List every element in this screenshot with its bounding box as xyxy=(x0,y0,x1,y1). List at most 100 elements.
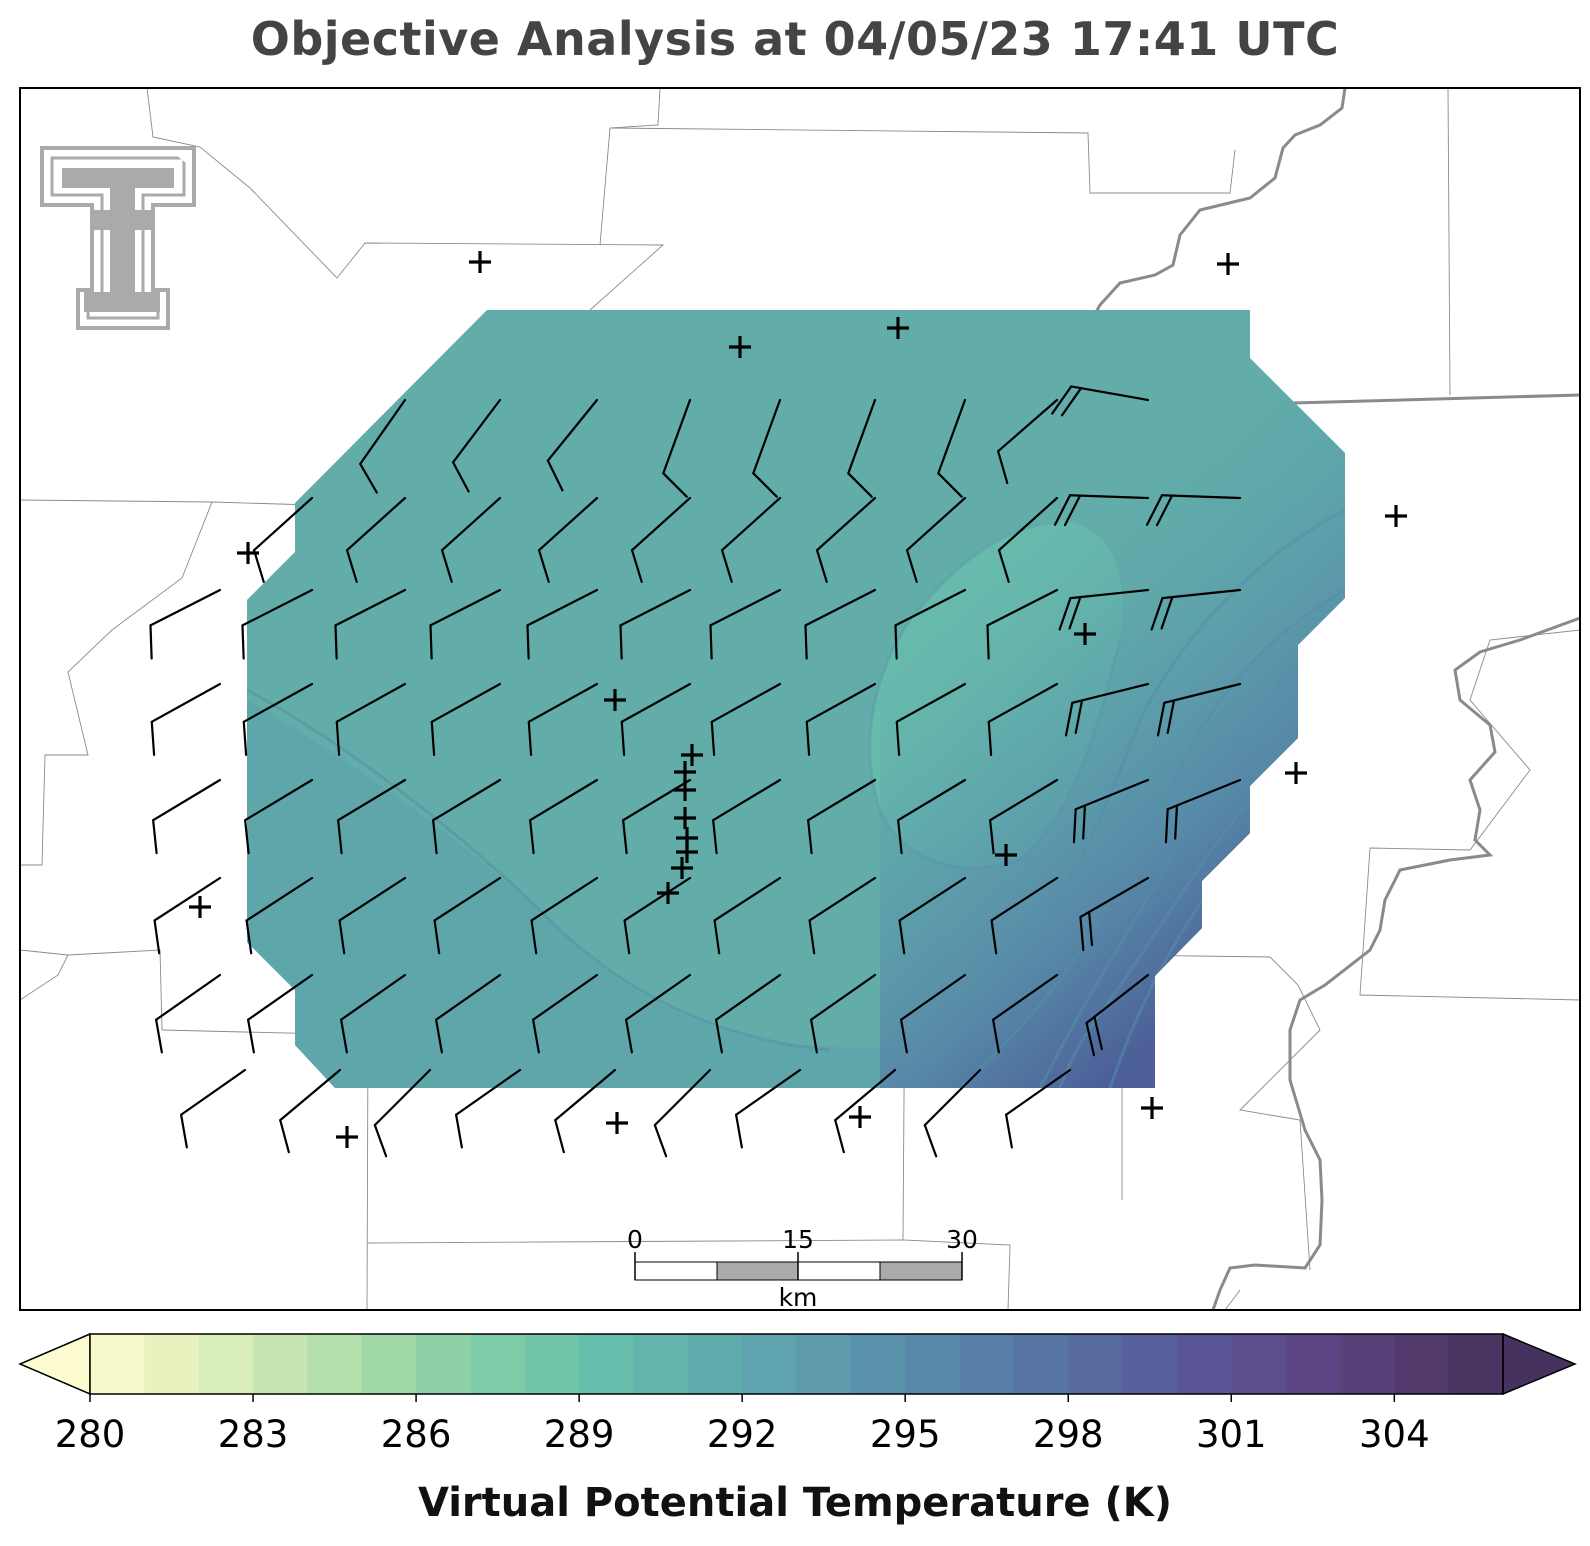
colorbar-extend-low xyxy=(18,1332,91,1396)
wind-barb xyxy=(338,876,407,955)
colorbar-bin xyxy=(687,1334,743,1394)
colorbar-bin xyxy=(1122,1334,1178,1394)
wind-barb xyxy=(807,778,877,855)
cool-band-west xyxy=(247,700,900,1088)
wind-barb xyxy=(373,1068,432,1158)
station-marker xyxy=(681,744,703,766)
wind-barb xyxy=(997,398,1059,485)
station-marker xyxy=(606,1112,628,1134)
colorbar-bin xyxy=(361,1334,417,1394)
colorbar-bin xyxy=(307,1334,363,1394)
wind-barb xyxy=(905,496,967,583)
wind-barb xyxy=(1079,876,1150,952)
wind-barb xyxy=(923,1068,982,1158)
colorbar-bin xyxy=(524,1334,580,1394)
wind-barb xyxy=(713,876,782,955)
colorbar-bin xyxy=(742,1334,798,1394)
wind-barb xyxy=(653,1068,712,1158)
wind-barb xyxy=(245,876,314,955)
station-marker xyxy=(604,689,626,711)
wind-barb xyxy=(808,876,877,955)
colorbar-bin xyxy=(90,1334,145,1394)
wind-barb xyxy=(241,588,314,660)
colorbar-bin xyxy=(1013,1334,1069,1394)
wind-barb xyxy=(735,1068,802,1149)
wind-barb xyxy=(537,496,599,583)
wind-barb xyxy=(987,682,1059,756)
scale-tick-15: 15 xyxy=(782,1225,814,1254)
virtual-potential-temperature-field xyxy=(247,310,1345,1088)
wind-barb xyxy=(335,682,407,756)
station-markers xyxy=(189,251,1407,1148)
wind-barb xyxy=(1072,778,1150,844)
wind-barb xyxy=(894,588,967,660)
wind-barb xyxy=(451,398,502,493)
colorbar-tick-label: 298 xyxy=(1033,1413,1104,1456)
wind-barb xyxy=(530,876,599,955)
wind-barb xyxy=(990,876,1059,955)
wind-barb xyxy=(152,778,222,855)
wind-barb xyxy=(710,682,782,756)
colorbar-bin xyxy=(144,1334,200,1394)
station-marker xyxy=(1217,253,1239,275)
colorbar-bin xyxy=(796,1334,852,1394)
colorbar-bin xyxy=(959,1334,1015,1394)
wind-barb xyxy=(526,588,599,660)
wind-barb xyxy=(804,588,877,660)
map-title: Objective Analysis at 04/05/23 17:41 UTC xyxy=(250,12,1340,66)
colorbar-bin xyxy=(579,1334,635,1394)
contour-lines xyxy=(247,508,1345,1088)
wind-barb xyxy=(619,588,692,660)
station-marker xyxy=(1385,505,1407,527)
wind-barb xyxy=(622,778,692,855)
colorbar-bin xyxy=(905,1334,961,1394)
wind-barb xyxy=(279,1068,342,1154)
wind-barb xyxy=(897,778,967,855)
colorbar-tick-label: 289 xyxy=(544,1413,615,1456)
station-marker xyxy=(469,251,491,273)
wind-barbs xyxy=(149,385,1242,1158)
colorbar-bin xyxy=(1231,1334,1287,1394)
wind-barb xyxy=(432,778,502,855)
colorbar-tick-label: 280 xyxy=(55,1413,126,1456)
wind-barb xyxy=(1145,494,1242,527)
wind-barb xyxy=(345,496,407,583)
station-marker xyxy=(189,896,211,918)
wind-barb xyxy=(252,496,314,583)
station-marker xyxy=(1074,623,1096,645)
wind-barb xyxy=(337,778,407,855)
wind-barb xyxy=(150,682,222,756)
wind-barb xyxy=(1164,778,1242,844)
wind-barb xyxy=(895,682,967,756)
wind-barb xyxy=(433,876,502,955)
wind-barb xyxy=(440,496,502,583)
station-marker xyxy=(729,336,751,358)
colorbar-tick-label: 301 xyxy=(1196,1413,1267,1456)
wind-barb xyxy=(155,973,222,1054)
wind-barb xyxy=(834,1068,897,1154)
wind-barb xyxy=(815,496,877,583)
station-marker xyxy=(237,542,259,564)
wind-barb xyxy=(1051,385,1150,417)
wind-barb xyxy=(180,1068,247,1149)
map-frame xyxy=(19,87,1581,1311)
colorbar-bin xyxy=(416,1334,472,1394)
station-marker xyxy=(674,807,696,829)
wind-barb xyxy=(620,682,692,756)
wind-barb xyxy=(752,398,782,498)
colorbar-tick-label: 283 xyxy=(218,1413,289,1456)
wind-barb xyxy=(997,496,1059,583)
colorbar-bin xyxy=(470,1334,526,1394)
wind-barb xyxy=(1156,682,1242,737)
wind-barb xyxy=(149,588,222,660)
wind-barb xyxy=(662,398,692,498)
colorbar-bin xyxy=(1394,1334,1450,1394)
station-marker xyxy=(995,844,1017,866)
station-marker xyxy=(674,779,696,801)
wind-barb xyxy=(1053,494,1150,527)
scale-bar: 0 15 30 km xyxy=(627,1225,978,1312)
colorbar-tick-label: 304 xyxy=(1359,1413,1430,1456)
wind-barb xyxy=(247,973,314,1054)
colorbar-bin xyxy=(1285,1334,1341,1394)
